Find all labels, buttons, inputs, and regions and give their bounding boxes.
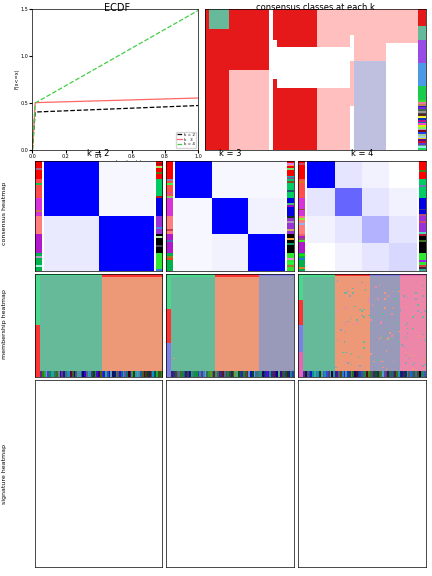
k = 2 bbox=[169, 103, 175, 110]
k = 2 bbox=[128, 105, 133, 112]
X-axis label: consensus k value (x): consensus k value (x) bbox=[89, 160, 142, 165]
k   3 bbox=[30, 146, 35, 153]
Text: k = 3: k = 3 bbox=[219, 149, 241, 158]
Line: k = 4: k = 4 bbox=[32, 10, 198, 150]
k   3 bbox=[128, 96, 133, 103]
k = 4 bbox=[30, 146, 35, 153]
k = 2 bbox=[131, 105, 137, 112]
k   3 bbox=[128, 96, 133, 103]
Text: k = 4: k = 4 bbox=[351, 149, 373, 158]
k   3 bbox=[180, 95, 185, 102]
Text: consensus classes at each k: consensus classes at each k bbox=[256, 3, 375, 12]
Line: k = 2: k = 2 bbox=[32, 105, 198, 150]
k = 2 bbox=[195, 102, 200, 109]
Line: k   3: k 3 bbox=[32, 98, 198, 150]
Y-axis label: F(x<=x): F(x<=x) bbox=[14, 69, 19, 89]
k   3 bbox=[131, 96, 137, 103]
k = 2 bbox=[30, 139, 35, 146]
k = 4 bbox=[195, 7, 200, 14]
Text: consensus heatmap: consensus heatmap bbox=[2, 181, 7, 245]
k = 4 bbox=[128, 45, 133, 52]
k = 2 bbox=[30, 146, 35, 153]
k = 4 bbox=[131, 44, 137, 51]
k   3 bbox=[30, 137, 35, 144]
Legend: k = 2, k   3, k = 4: k = 2, k 3, k = 4 bbox=[176, 131, 196, 147]
Text: signature heatmap: signature heatmap bbox=[2, 444, 7, 504]
k = 2 bbox=[128, 105, 133, 112]
k   3 bbox=[169, 95, 175, 102]
k = 4 bbox=[169, 22, 175, 29]
k = 4 bbox=[128, 46, 133, 52]
Text: ECDF: ECDF bbox=[104, 3, 130, 13]
k = 4 bbox=[30, 137, 35, 144]
k = 4 bbox=[180, 16, 185, 23]
k = 2 bbox=[180, 103, 185, 109]
Text: membership heatmap: membership heatmap bbox=[2, 289, 7, 359]
k   3 bbox=[195, 94, 200, 101]
Text: k = 2: k = 2 bbox=[87, 149, 109, 158]
